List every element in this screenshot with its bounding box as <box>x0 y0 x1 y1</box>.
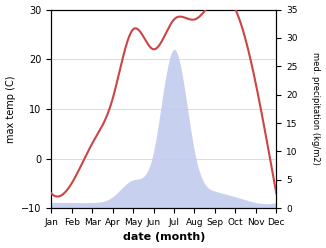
Y-axis label: med. precipitation (kg/m2): med. precipitation (kg/m2) <box>311 52 320 165</box>
X-axis label: date (month): date (month) <box>123 232 205 243</box>
Y-axis label: max temp (C): max temp (C) <box>6 75 16 143</box>
